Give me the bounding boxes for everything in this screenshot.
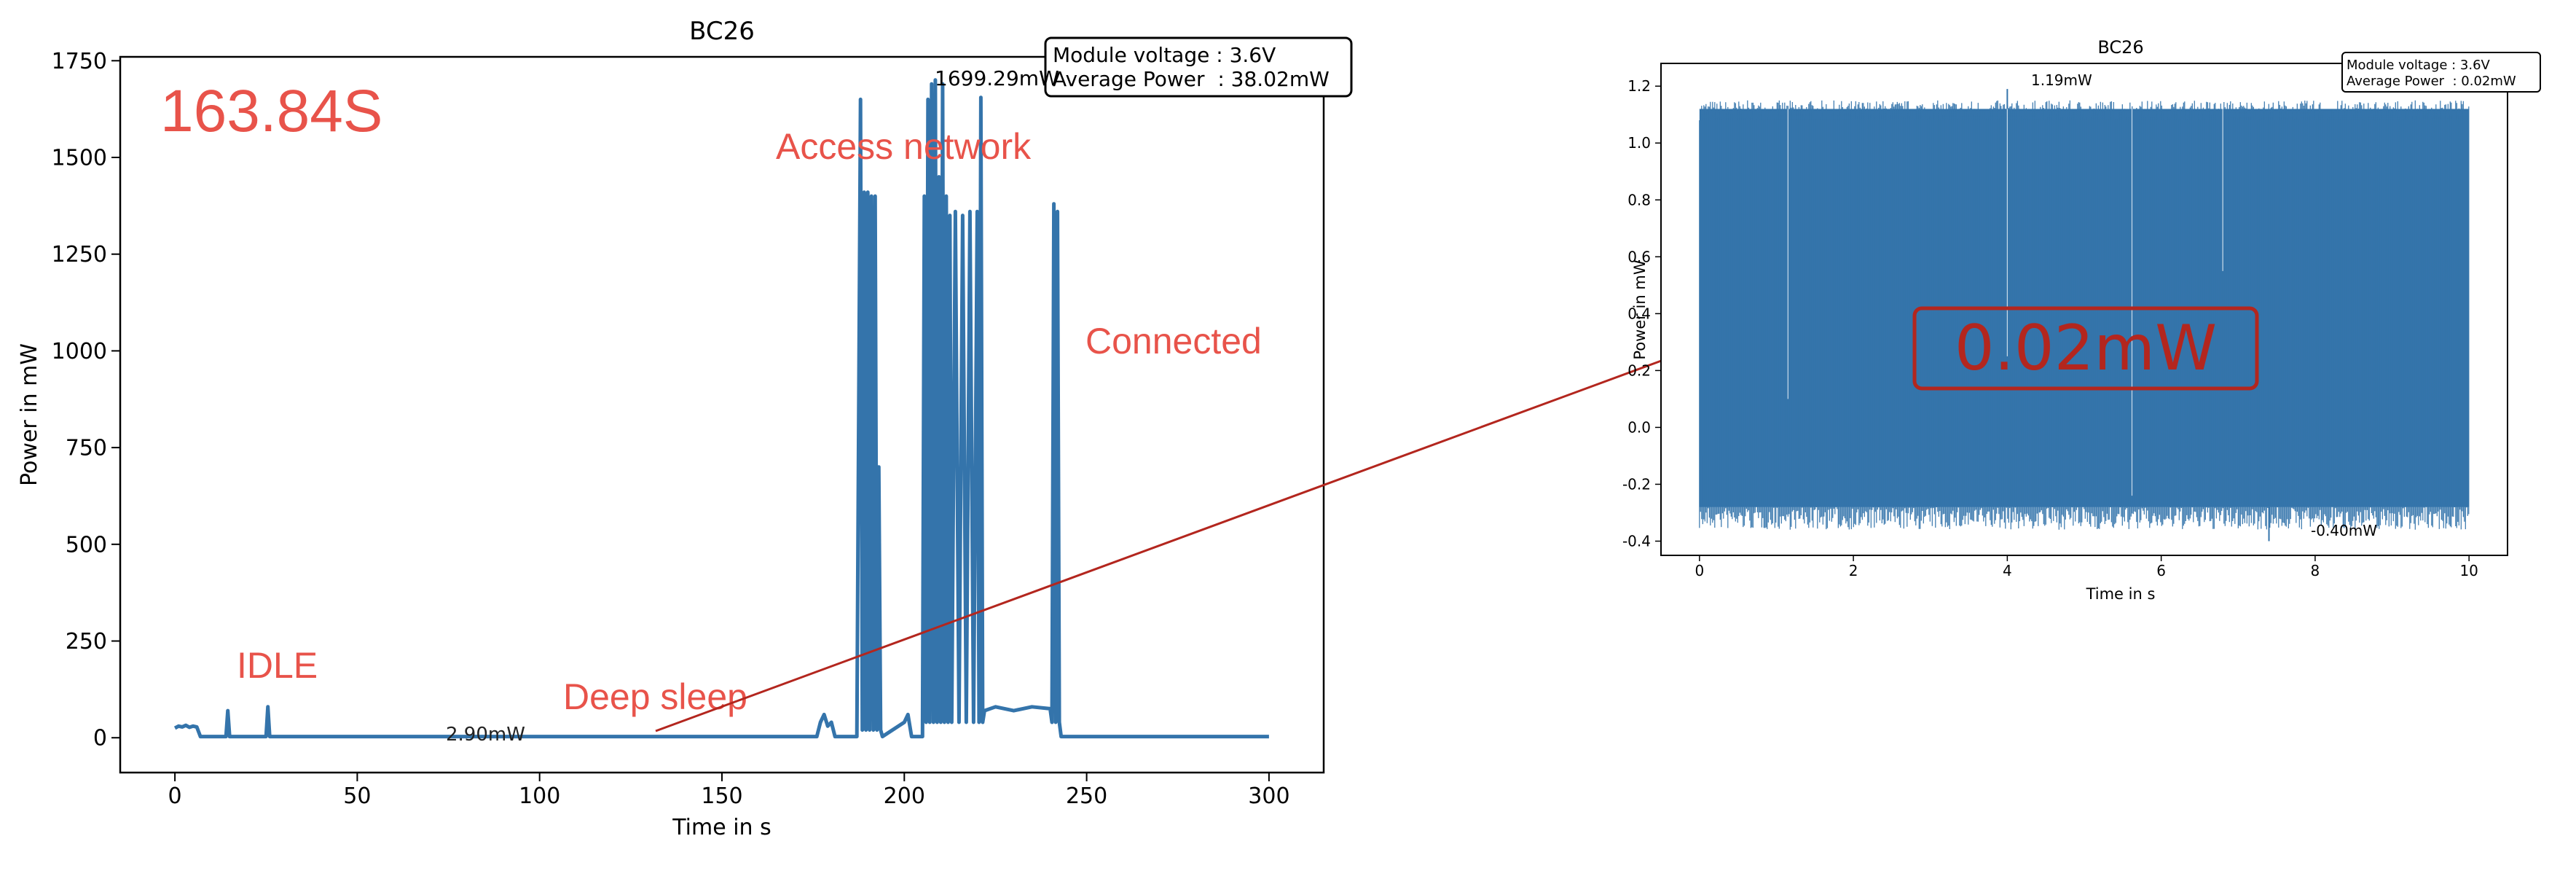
y-tick-label: 750 <box>66 436 107 461</box>
y-axis-title: Power in mW <box>17 343 42 486</box>
highlight-box: 0.02mW <box>1912 306 2259 391</box>
y-tick-label: 1000 <box>52 339 107 364</box>
x-tick-label: 10 <box>2459 562 2478 579</box>
x-axis-title: Time in s <box>2086 585 2156 603</box>
series-group <box>173 78 1269 739</box>
highlight-label: 0.02mW <box>1955 312 2217 385</box>
info-line-power: Average Power : 0.02mW <box>2347 74 2516 89</box>
main-power-chart: BC26 Time in s Power in mW 0 50 100 150 200 2… <box>17 17 1353 840</box>
y-tick-label: 1750 <box>52 49 107 74</box>
min-label: -0.40mW <box>2311 522 2377 539</box>
x-tick-label: 2 <box>1849 562 1858 579</box>
y-tick-label: 250 <box>66 629 107 654</box>
y-tick-label: -0.4 <box>1622 532 1651 550</box>
y-tick-label: 1.0 <box>1627 134 1651 152</box>
info-line-voltage: Module voltage : 3.6V <box>2347 58 2491 73</box>
x-ticks: 0 2 4 6 8 10 <box>1695 555 2478 579</box>
x-tick-label: 300 <box>1248 783 1289 809</box>
y-tick-label: 1250 <box>52 242 107 267</box>
series-line <box>173 78 1269 739</box>
x-tick-label: 200 <box>884 783 925 809</box>
peak-label: 1.19mW <box>2031 71 2092 89</box>
x-axis-title: Time in s <box>672 815 771 840</box>
info-box: Module voltage : 3.6V Average Power : 0.… <box>2341 52 2541 93</box>
access-network-annotation: Access network <box>776 126 1032 167</box>
x-tick-label: 150 <box>701 783 742 809</box>
zoomed-power-chart: BC26 Time in s Power in mW 0 2 4 6 8 10 -0.4-… <box>1622 37 2541 603</box>
x-tick-label: 0 <box>168 783 182 809</box>
series-line <box>1699 100 2470 530</box>
elapsed-time-label: 163.84S <box>160 78 383 144</box>
plot-area-frame <box>119 55 1325 774</box>
info-line-voltage: Module voltage : 3.6V <box>1053 43 1276 67</box>
idle-annotation: IDLE <box>237 645 318 686</box>
x-tick-label: 4 <box>2003 562 2012 579</box>
x-tick-label: 6 <box>2156 562 2166 579</box>
y-tick-label: 0 <box>93 726 107 751</box>
x-tick-label: 50 <box>343 783 371 809</box>
chart-title: BC26 <box>689 17 755 46</box>
y-ticks: 0 250 500 750 1000 1250 1500 1750 <box>52 49 120 751</box>
deep-sleep-annotation: Deep sleep <box>563 676 747 717</box>
info-line-power: Average Power : 38.02mW <box>1053 67 1330 91</box>
y-tick-label: 0.2 <box>1627 361 1651 379</box>
chart-title: BC26 <box>2097 37 2143 58</box>
y-tick-label: -0.2 <box>1622 475 1651 493</box>
x-tick-label: 250 <box>1066 783 1107 809</box>
y-axis-title: Power in mW <box>1631 259 1649 359</box>
zoom-arrow <box>655 345 1701 732</box>
connected-annotation: Connected <box>1085 321 1262 361</box>
y-ticks: -0.4 -0.2 0.0 0.2 0.4 0.6 0.8 1.0 1.2 <box>1622 77 1661 550</box>
info-box: Module voltage : 3.6V Average Power : 38… <box>1044 36 1353 98</box>
y-tick-label: 1500 <box>52 146 107 171</box>
x-ticks: 0 50 100 150 200 250 300 <box>168 773 1290 809</box>
x-tick-label: 0 <box>1695 562 1704 579</box>
x-tick-label: 100 <box>519 783 560 809</box>
y-tick-label: 500 <box>66 532 107 558</box>
y-tick-label: 0.4 <box>1627 305 1651 322</box>
y-tick-label: 1.2 <box>1627 77 1651 95</box>
peak-label: 1699.29mW <box>935 66 1059 90</box>
x-tick-label: 8 <box>2311 562 2320 579</box>
y-tick-label: 0.0 <box>1627 418 1651 436</box>
min-label: 2.90mW <box>446 724 525 746</box>
y-tick-label: 0.8 <box>1627 191 1651 208</box>
y-tick-label: 0.6 <box>1627 248 1651 265</box>
